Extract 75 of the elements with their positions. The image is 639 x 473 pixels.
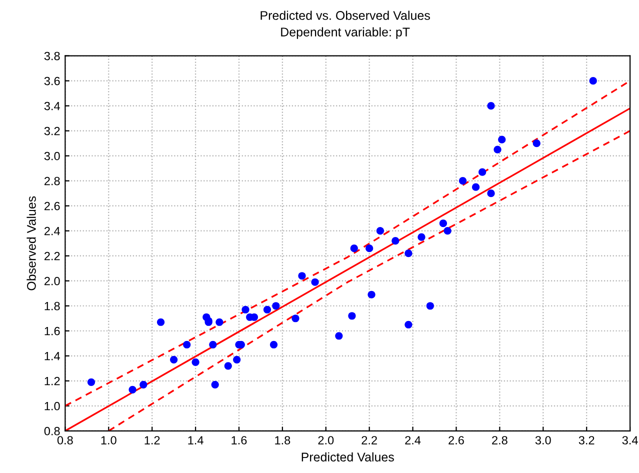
y-tick-label: 3.0 <box>44 152 60 160</box>
y-tick-label: 1.6 <box>44 326 60 336</box>
point <box>458 177 467 185</box>
x-tick-label: 1.6 <box>232 436 247 444</box>
point <box>366 244 374 252</box>
x-tick-label: 1.8 <box>275 436 290 444</box>
point <box>87 378 96 386</box>
point <box>478 168 486 176</box>
point <box>272 302 280 310</box>
y-tick-label: 2.6 <box>44 202 60 210</box>
x-tick-label: 3.0 <box>535 436 551 444</box>
y-tick-label: 1.4 <box>44 352 60 360</box>
point <box>350 244 358 252</box>
point <box>156 318 165 326</box>
point <box>532 140 540 148</box>
point <box>292 314 300 322</box>
point <box>298 272 306 280</box>
point <box>170 356 178 364</box>
y-tick-label: 2.0 <box>44 276 60 286</box>
point <box>335 332 343 340</box>
x-tick-label: 2.6 <box>448 436 464 444</box>
y-tick-label: 0.8 <box>44 426 60 436</box>
point <box>242 306 250 314</box>
point <box>472 183 480 191</box>
y-tick-label: 2.4 <box>44 226 60 236</box>
x-tick-label: 3.4 <box>622 436 638 444</box>
point <box>426 302 434 310</box>
y-tick-label: 1.2 <box>44 376 60 386</box>
point <box>348 312 356 320</box>
chart-subtitle: Dependent variable: pT <box>281 27 410 39</box>
point <box>192 358 200 366</box>
x-tick-label: 2.8 <box>492 436 508 444</box>
point <box>263 306 272 314</box>
x-tick-label: 0.8 <box>57 436 73 444</box>
y-tick-label: 1.8 <box>44 302 60 310</box>
point <box>589 77 597 85</box>
x-tick-label: 1.0 <box>101 436 116 444</box>
chart-title: Predicted vs. Observed Values <box>260 10 430 20</box>
point <box>311 278 319 286</box>
point <box>270 340 278 348</box>
y-tick-label: 3.6 <box>44 76 60 86</box>
point <box>216 318 224 326</box>
x-axis-title: Predicted Values <box>302 452 394 462</box>
y-axis-title: Observed Values <box>26 196 36 290</box>
x-tick-label: 2.0 <box>318 436 334 444</box>
y-tick-label: 2.8 <box>44 176 60 186</box>
y-tick-label: 3.2 <box>44 126 60 136</box>
y-tick-label: 1.0 <box>44 402 60 410</box>
point <box>140 380 148 388</box>
point <box>487 102 495 110</box>
point <box>439 220 448 228</box>
point <box>392 237 400 245</box>
point <box>224 362 232 370</box>
y-tick-label: 2.2 <box>44 252 60 260</box>
point <box>128 386 136 394</box>
point <box>376 227 384 235</box>
y-tick-label: 3.4 <box>44 102 60 110</box>
point <box>487 190 495 198</box>
point <box>444 227 452 235</box>
x-tick-label: 3.2 <box>578 436 594 444</box>
point <box>233 356 241 364</box>
x-tick-label: 1.2 <box>144 436 160 444</box>
y-tick-label: 3.8 <box>44 52 60 60</box>
point <box>368 290 376 298</box>
point <box>183 340 191 348</box>
point <box>404 320 412 328</box>
point <box>494 146 502 154</box>
x-tick-label: 2.2 <box>362 436 377 444</box>
point <box>404 250 412 258</box>
x-tick-label: 2.4 <box>405 436 421 444</box>
point <box>498 136 506 144</box>
point <box>209 340 217 348</box>
point <box>418 233 426 241</box>
point <box>211 380 219 388</box>
x-tick-label: 1.4 <box>188 436 204 444</box>
